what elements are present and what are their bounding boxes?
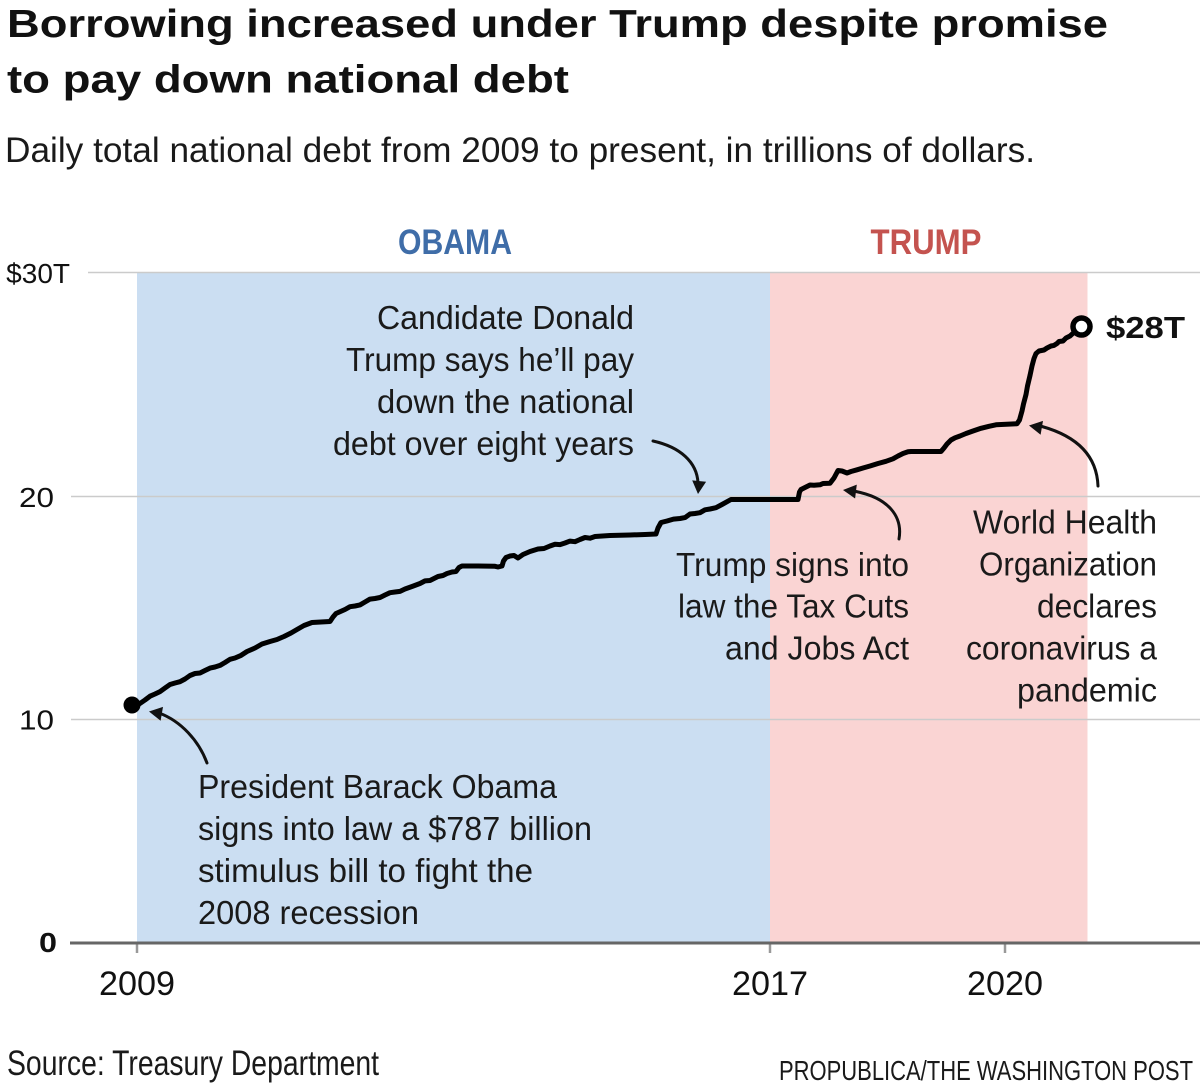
svg-text:2017: 2017 bbox=[732, 965, 808, 1003]
svg-text:Daily total national debt from: Daily total national debt from 2009 to p… bbox=[5, 131, 1035, 170]
svg-text:declares: declares bbox=[1037, 588, 1157, 625]
svg-text:20: 20 bbox=[19, 482, 54, 513]
svg-text:OBAMA: OBAMA bbox=[398, 223, 512, 262]
svg-text:2008 recession: 2008 recession bbox=[198, 894, 419, 931]
svg-text:Trump signs into: Trump signs into bbox=[676, 546, 909, 583]
svg-text:10: 10 bbox=[19, 705, 54, 736]
svg-text:$30T: $30T bbox=[6, 258, 70, 289]
svg-text:Trump says he’ll pay: Trump says he’ll pay bbox=[346, 341, 634, 378]
svg-text:Candidate Donald: Candidate Donald bbox=[377, 299, 634, 336]
svg-text:Borrowing increased under Trum: Borrowing increased under Trump despite … bbox=[7, 3, 1108, 46]
svg-text:and Jobs Act: and Jobs Act bbox=[725, 630, 909, 667]
svg-text:coronavirus a: coronavirus a bbox=[966, 630, 1158, 667]
svg-text:signs into law a $787 billion: signs into law a $787 billion bbox=[198, 810, 592, 847]
svg-text:World Health: World Health bbox=[973, 504, 1157, 541]
svg-text:pandemic: pandemic bbox=[1017, 672, 1157, 709]
svg-text:law the Tax Cuts: law the Tax Cuts bbox=[678, 588, 909, 625]
svg-text:stimulus bill to fight the: stimulus bill to fight the bbox=[198, 852, 533, 889]
svg-text:2020: 2020 bbox=[967, 965, 1043, 1003]
svg-text:to pay down national debt: to pay down national debt bbox=[7, 59, 569, 102]
svg-text:debt over eight years: debt over eight years bbox=[333, 425, 634, 462]
svg-text:2009: 2009 bbox=[99, 965, 175, 1003]
svg-text:Organization: Organization bbox=[979, 546, 1157, 583]
svg-text:0: 0 bbox=[39, 927, 57, 958]
svg-text:TRUMP: TRUMP bbox=[871, 223, 982, 262]
svg-text:Source: Treasury Department: Source: Treasury Department bbox=[7, 1044, 379, 1083]
svg-text:President Barack Obama: President Barack Obama bbox=[198, 768, 558, 805]
svg-text:down the national: down the national bbox=[377, 383, 634, 420]
svg-text:PROPUBLICA/THE WASHINGTON POST: PROPUBLICA/THE WASHINGTON POST bbox=[779, 1055, 1193, 1086]
svg-text:$28T: $28T bbox=[1106, 310, 1185, 345]
